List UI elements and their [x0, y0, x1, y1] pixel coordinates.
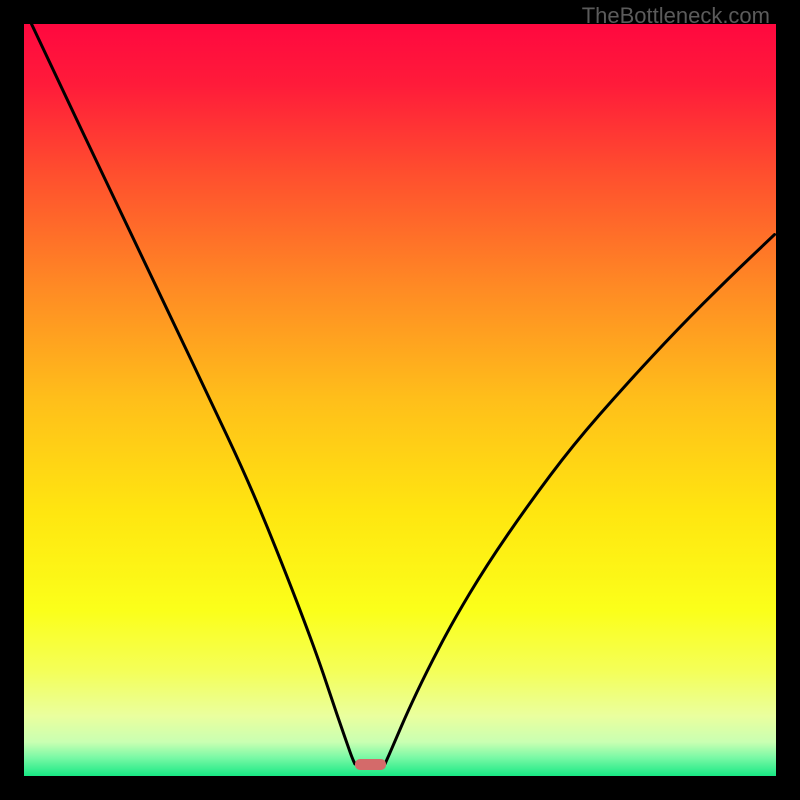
bottom-marker [355, 759, 387, 770]
chart-frame: TheBottleneck.com [0, 0, 800, 800]
plot-area [24, 24, 776, 776]
left-branch-curve [32, 24, 355, 764]
right-branch-curve [385, 235, 775, 764]
curves-layer [24, 24, 776, 776]
watermark-text: TheBottleneck.com [582, 3, 770, 29]
